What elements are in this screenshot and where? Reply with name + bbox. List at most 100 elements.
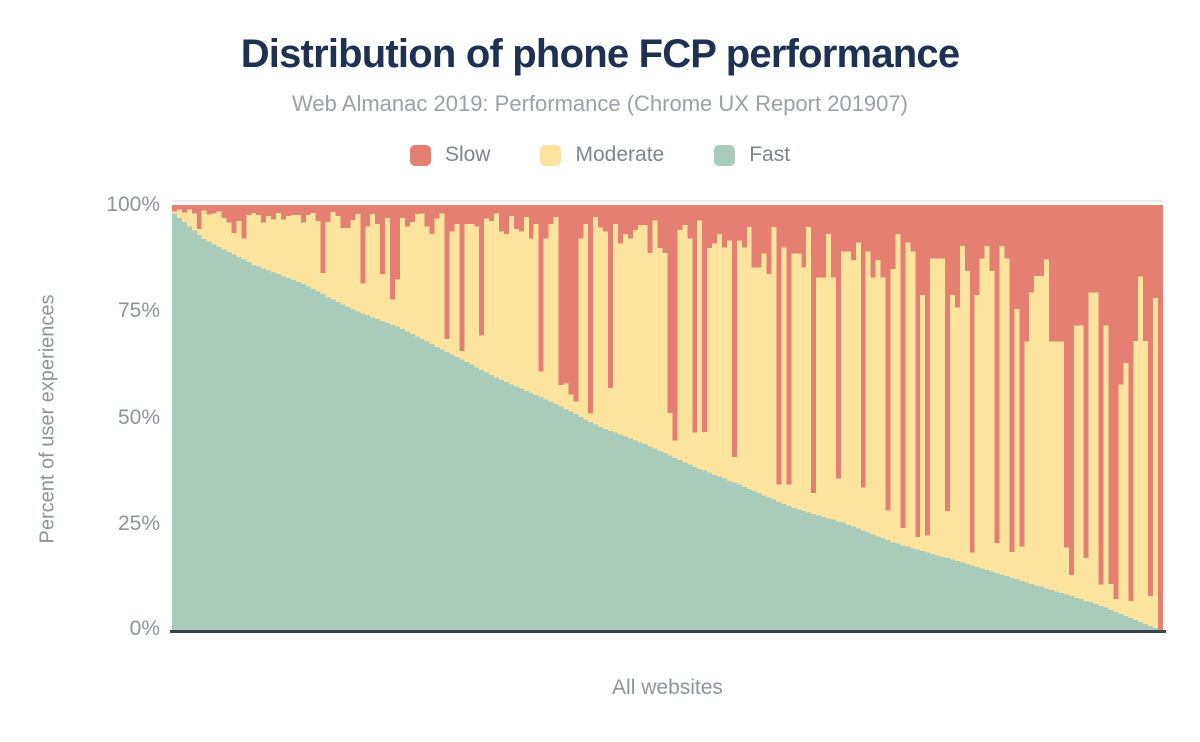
- bar-segment: [350, 205, 356, 220]
- bar-segment: [1143, 341, 1149, 624]
- bar-segment: [954, 205, 961, 308]
- bar-segment: [910, 205, 916, 252]
- bar-segment: [964, 205, 971, 271]
- bar-segment: [533, 395, 540, 632]
- bar-segment: [186, 205, 193, 210]
- bar-segment: [776, 484, 782, 502]
- bar-segment: [404, 226, 411, 332]
- bar-segment: [826, 205, 832, 235]
- bar-segment: [1029, 205, 1035, 293]
- bar-segment: [181, 212, 188, 223]
- bar-segment: [677, 229, 683, 460]
- bar-segment: [949, 205, 956, 296]
- bar-segment: [672, 205, 678, 441]
- bar-segment: [1053, 341, 1060, 592]
- bar-segment: [295, 205, 302, 215]
- bar-segment: [404, 331, 411, 632]
- bar-segment: [543, 238, 549, 400]
- bar-segment: [1133, 620, 1139, 632]
- bar-segment: [305, 286, 312, 632]
- bar-segment: [1073, 325, 1080, 598]
- bar-segment: [890, 269, 896, 543]
- bar-segment: [335, 301, 341, 632]
- bar-segment: [741, 486, 748, 632]
- bar-segment: [593, 205, 599, 217]
- bar-segment: [419, 213, 426, 340]
- bar-segment: [608, 388, 614, 431]
- bar-segment: [439, 205, 445, 214]
- bar-segment: [845, 205, 852, 252]
- bar-segment: [870, 205, 877, 278]
- bar-segment: [667, 455, 673, 632]
- bar-segment: [806, 205, 812, 228]
- bar-segment: [613, 224, 619, 433]
- bar-segment: [751, 491, 758, 632]
- bar-segment: [816, 277, 822, 516]
- bar-segment: [1143, 623, 1149, 632]
- bar-segment: [1138, 276, 1144, 622]
- bar-segment: [756, 493, 763, 632]
- bar-segment: [984, 245, 990, 571]
- bar-segment: [791, 253, 797, 509]
- bar-segment: [533, 205, 540, 225]
- bar-segment: [979, 258, 986, 569]
- bar-segment: [944, 558, 951, 632]
- bar-segment: [459, 351, 465, 360]
- bar-segment: [399, 205, 406, 218]
- bar-segment: [370, 213, 376, 318]
- bar-segment: [290, 214, 297, 281]
- bar-segment: [697, 468, 703, 632]
- bar-segment: [1093, 603, 1099, 632]
- bar-segment: [806, 227, 812, 513]
- bar-segment: [850, 205, 857, 261]
- bar-segment: [211, 213, 217, 245]
- bar-segment: [880, 277, 886, 539]
- bar-segment: [786, 484, 792, 507]
- bar-segment: [434, 218, 440, 347]
- bar-segment: [1118, 614, 1124, 632]
- bar-segment: [1039, 586, 1045, 632]
- bar-segment: [281, 219, 287, 277]
- chart-title: Distribution of phone FCP performance: [240, 32, 960, 76]
- bar-segment: [1034, 585, 1040, 632]
- bar-segment: [776, 205, 782, 485]
- bar-segment: [271, 219, 277, 273]
- bar-segment: [598, 227, 604, 428]
- bar-segment: [424, 205, 431, 227]
- bar-segment: [712, 243, 718, 475]
- bar-segment: [885, 205, 891, 511]
- bar-segment: [1024, 205, 1030, 342]
- bar-segment: [409, 222, 416, 334]
- bar-segment: [1049, 341, 1055, 591]
- bar-segment: [479, 369, 485, 632]
- bar-segment: [360, 205, 366, 284]
- bar-segment: [890, 542, 896, 632]
- bar-segment: [1128, 205, 1134, 601]
- bar-segment: [330, 205, 336, 212]
- bar-segment: [474, 205, 480, 227]
- bar-segment: [801, 267, 807, 512]
- bar-segment: [850, 526, 857, 632]
- bar-segment: [394, 279, 401, 327]
- bar-segment: [236, 257, 242, 632]
- bar-segment: [538, 205, 545, 372]
- bar-segment: [385, 322, 391, 632]
- bar-segment: [622, 436, 629, 632]
- bar-segment: [1083, 205, 1090, 559]
- bar-segment: [285, 216, 292, 279]
- bar-segment: [994, 573, 1000, 632]
- bar-segment: [172, 213, 178, 632]
- bar-segment: [1068, 596, 1075, 632]
- bar-segment: [702, 205, 708, 433]
- bar-segment: [355, 213, 361, 312]
- bar-segment: [662, 252, 668, 454]
- bar-segment: [1009, 552, 1015, 578]
- bar-segment: [1153, 298, 1159, 629]
- bar-segment: [281, 205, 287, 220]
- bar-segment: [1113, 205, 1119, 600]
- bar-segment: [513, 228, 520, 387]
- bar-segment: [588, 205, 594, 414]
- bar-segment: [900, 528, 906, 546]
- bar-segment: [1088, 292, 1095, 603]
